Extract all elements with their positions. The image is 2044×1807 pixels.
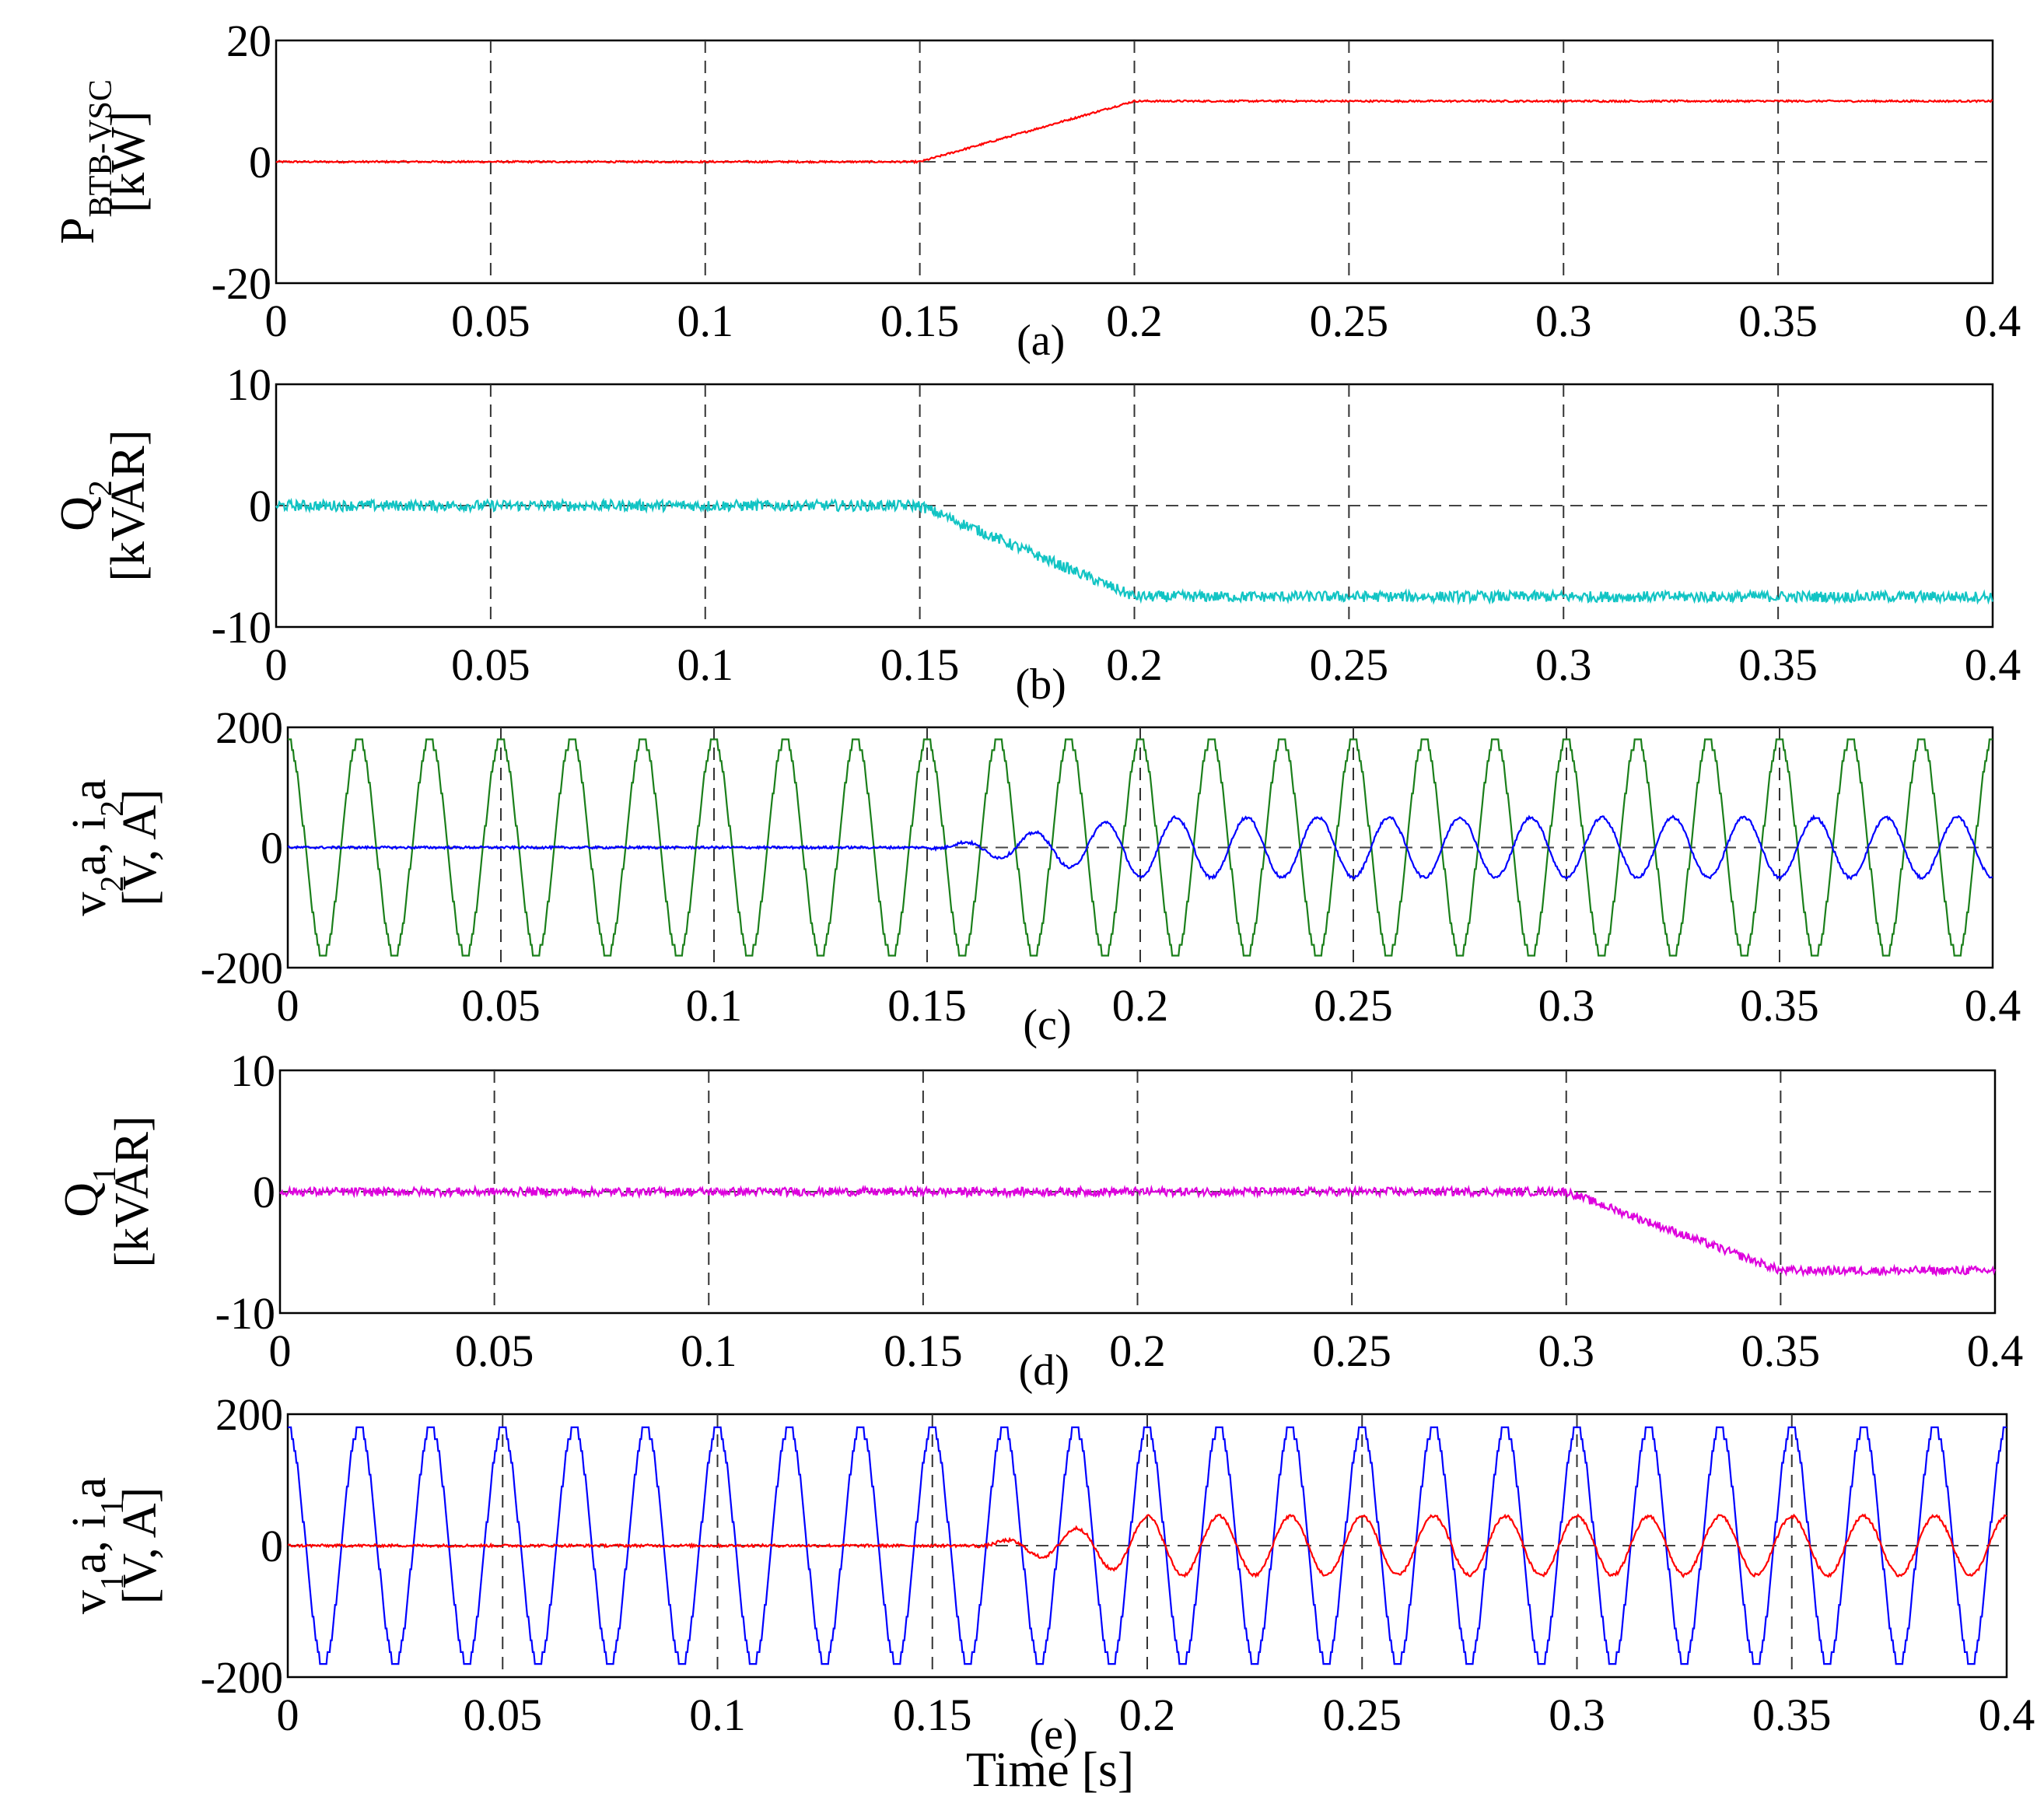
y-tick-label: -200 bbox=[201, 943, 283, 993]
x-axis-label: Time [s] bbox=[966, 1742, 1134, 1797]
x-tick-label: 0.3 bbox=[1538, 1325, 1595, 1376]
x-tick-label: 0.15 bbox=[887, 980, 967, 1031]
x-tick-label: 0.25 bbox=[1312, 1325, 1391, 1376]
series-i1a bbox=[287, 1513, 2007, 1578]
y-axis-label: PBTB-VSC bbox=[51, 79, 119, 244]
chart-panel-d: 100-100 0.05 0.1 0.15 0.2 0.25 0.3 0.35 0.4(d)Q1… bbox=[55, 1045, 2023, 1395]
y-axis-unit: [V, A] bbox=[114, 1487, 166, 1604]
panel-label: (a) bbox=[1017, 317, 1065, 365]
x-tick-label: 0.05 bbox=[461, 980, 541, 1031]
chart-panel-a: 200-200 0.05 0.1 0.15 0.2 0.25 0.3 0.35 0.4(a)PB… bbox=[51, 16, 2021, 365]
x-tick-label: 0.1 bbox=[689, 1690, 746, 1740]
x-tick-label: 0.15 bbox=[880, 296, 960, 346]
x-tick-label: 0.1 bbox=[677, 296, 734, 346]
y-axis-label: v2a, i2a bbox=[63, 779, 131, 916]
y-axis-unit: [kW] bbox=[102, 111, 155, 213]
x-tick-label: 0.25 bbox=[1310, 639, 1389, 690]
y-axis-unit: [kVAR] bbox=[106, 1115, 159, 1267]
x-tick-label: 0.25 bbox=[1310, 296, 1389, 346]
x-tick-label: 0.35 bbox=[1752, 1690, 1832, 1740]
y-axis-label: v1a, i1a bbox=[63, 1477, 131, 1614]
y-axis-label: Q1 bbox=[55, 1166, 123, 1217]
series-v1a bbox=[288, 1426, 2007, 1665]
x-tick-label: 0.35 bbox=[1741, 1325, 1821, 1376]
x-tick-label: 0 bbox=[277, 1690, 299, 1740]
x-tick-label: 0.2 bbox=[1106, 296, 1163, 346]
x-tick-label: 0 bbox=[269, 1325, 292, 1376]
y-axis-unit: [V, A] bbox=[114, 789, 166, 905]
x-tick-label: 0.35 bbox=[1738, 639, 1818, 690]
y-tick-label: -200 bbox=[201, 1652, 283, 1703]
panel-label: (c) bbox=[1023, 1001, 1071, 1049]
y-tick-label: 200 bbox=[215, 702, 283, 753]
y-tick-label: -10 bbox=[215, 1288, 275, 1339]
x-tick-label: 0 bbox=[265, 296, 288, 346]
x-tick-label: 0.2 bbox=[1112, 980, 1169, 1031]
y-tick-label: 200 bbox=[215, 1389, 283, 1440]
x-tick-label: 0.2 bbox=[1106, 639, 1163, 690]
x-tick-label: 0 bbox=[265, 639, 288, 690]
x-tick-label: 0.4 bbox=[1965, 296, 2021, 346]
x-tick-label: 0.05 bbox=[464, 1690, 543, 1740]
x-tick-label: 0.35 bbox=[1740, 980, 1819, 1031]
x-tick-label: 0.4 bbox=[1979, 1690, 2035, 1740]
series-v2a bbox=[288, 738, 1993, 957]
x-tick-label: 0.05 bbox=[451, 639, 530, 690]
x-tick-label: 0.25 bbox=[1314, 980, 1393, 1031]
y-tick-label: -10 bbox=[212, 602, 271, 653]
y-axis-unit: [kVAR] bbox=[102, 429, 155, 581]
y-axis-label: Q2 bbox=[51, 480, 119, 531]
series-i2a bbox=[287, 814, 1993, 881]
x-tick-label: 0.2 bbox=[1109, 1325, 1166, 1376]
x-tick-label: 0.05 bbox=[451, 296, 530, 346]
series-Q1 bbox=[279, 1184, 1997, 1278]
x-tick-label: 0.3 bbox=[1538, 980, 1595, 1031]
panel-label: (e) bbox=[1029, 1711, 1077, 1759]
y-tick-label: 0 bbox=[261, 823, 283, 874]
y-tick-label: -20 bbox=[212, 258, 271, 309]
y-tick-label: 10 bbox=[226, 359, 271, 410]
y-tick-label: 0 bbox=[261, 1521, 283, 1571]
x-tick-label: 0 bbox=[277, 980, 299, 1031]
x-tick-label: 0.4 bbox=[1965, 639, 2021, 690]
x-tick-label: 0.15 bbox=[893, 1690, 972, 1740]
x-tick-label: 0.15 bbox=[880, 639, 960, 690]
y-tick-label: 0 bbox=[253, 1167, 275, 1217]
x-tick-label: 0.4 bbox=[1965, 980, 2021, 1031]
y-tick-label: 0 bbox=[249, 481, 271, 531]
panel-label: (b) bbox=[1016, 660, 1066, 709]
x-tick-label: 0.25 bbox=[1323, 1690, 1402, 1740]
x-tick-label: 0.05 bbox=[455, 1325, 534, 1376]
x-tick-label: 0.3 bbox=[1535, 639, 1592, 690]
x-tick-label: 0.3 bbox=[1549, 1690, 1605, 1740]
chart-panel-b: 100-100 0.05 0.1 0.15 0.2 0.25 0.3 0.35 0.4(b)Q2… bbox=[51, 359, 2021, 709]
x-tick-label: 0.35 bbox=[1738, 296, 1818, 346]
x-tick-label: 0.2 bbox=[1119, 1690, 1176, 1740]
x-tick-label: 0.4 bbox=[1967, 1325, 2024, 1376]
panel-label: (d) bbox=[1019, 1346, 1069, 1395]
x-tick-label: 0.1 bbox=[686, 980, 743, 1031]
x-tick-label: 0.1 bbox=[681, 1325, 737, 1376]
y-tick-label: 0 bbox=[249, 137, 271, 187]
y-tick-label: 20 bbox=[226, 16, 271, 66]
x-tick-label: 0.3 bbox=[1535, 296, 1592, 346]
x-tick-label: 0.15 bbox=[884, 1325, 963, 1376]
y-tick-label: 10 bbox=[230, 1045, 275, 1096]
series-Q2 bbox=[275, 497, 1994, 606]
series-P_BTB-VSC bbox=[275, 98, 1993, 165]
x-tick-label: 0.1 bbox=[677, 639, 734, 690]
